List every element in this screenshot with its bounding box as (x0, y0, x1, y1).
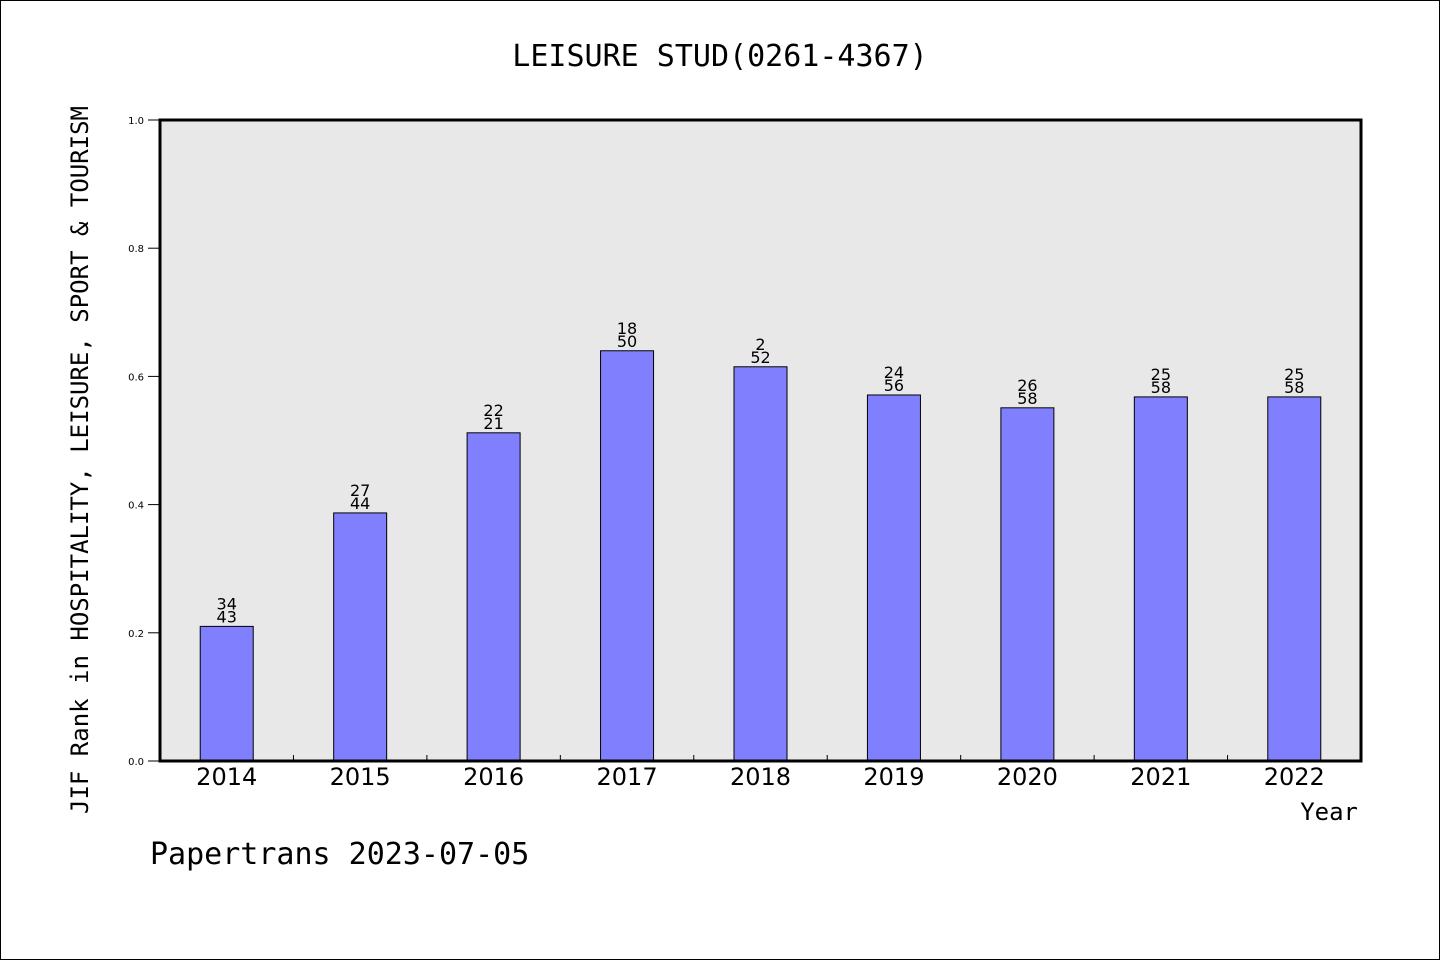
y-tick-label-0.8: 0.8 (128, 244, 144, 255)
y-axis-label: JIF Rank in HOSPITALITY, LEISURE, SPORT … (66, 106, 94, 814)
x-tick-label-2016: 2016 (463, 763, 524, 791)
x-tick-label-2018: 2018 (730, 763, 791, 791)
bar-2022 (1267, 396, 1322, 762)
x-tick-label-2014: 2014 (196, 763, 257, 791)
y-tick-label-0.4: 0.4 (128, 501, 144, 512)
x-tick-label-2021: 2021 (1130, 763, 1191, 791)
bar-2020 (1000, 407, 1055, 762)
x-tick-label-2020: 2020 (997, 763, 1058, 791)
bar-2019 (866, 394, 921, 762)
bar-label-bottom-2015: 44 (350, 494, 370, 513)
x-tick-label-2022: 2022 (1264, 763, 1325, 791)
bar-2018 (733, 366, 788, 762)
bar-2017 (600, 350, 655, 762)
x-tick-label-2015: 2015 (330, 763, 391, 791)
bars-group (199, 350, 1322, 762)
bar-label-top-2019: 24 (884, 363, 904, 382)
bar-label-bottom-2019: 56 (884, 376, 904, 395)
bar-label-top-2020: 26 (1017, 376, 1037, 395)
x-tick-label-2019: 2019 (863, 763, 924, 791)
bar-label-top-2018: 2 (755, 335, 765, 354)
bar-2016 (466, 432, 521, 762)
bar-label-bottom-2021: 58 (1151, 378, 1171, 397)
bar-label-bottom-2014: 43 (217, 607, 237, 626)
bar-label-bottom-2017: 50 (617, 332, 637, 351)
bar-2015 (333, 512, 388, 762)
bar-label-top-2015: 27 (350, 481, 370, 500)
plot-border (158, 118, 1363, 763)
bar-label-top-2016: 22 (483, 401, 503, 420)
y-tick-label-1.0: 1.0 (128, 116, 144, 127)
chart-title: LEISURE STUD(0261-4367) (512, 39, 927, 74)
y-axis: 0.0 0.2 0.4 0.6 0.8 1.0 (128, 116, 160, 768)
bar-2021 (1133, 396, 1188, 762)
footer-credit: Papertrans 2023-07-05 (150, 837, 529, 872)
bar-label-bottom-2022: 58 (1284, 378, 1304, 397)
y-tick-label-0.6: 0.6 (128, 372, 144, 383)
bar-label-top-2017: 18 (617, 319, 637, 338)
bar-label-top-2021: 25 (1151, 365, 1171, 384)
x-tick-label-2017: 2017 (597, 763, 658, 791)
bar-label-top-2014: 34 (217, 594, 237, 613)
bar-label-bottom-2018: 52 (750, 348, 770, 367)
y-tick-label-0.0: 0.0 (128, 757, 144, 768)
x-axis-label: Year (1300, 798, 1358, 826)
bar-label-top-2022: 25 (1284, 365, 1304, 384)
x-axis: 2014 2015 2016 2017 2018 2019 2020 2021 2022 (196, 755, 1325, 791)
y-tick-label-0.2: 0.2 (128, 629, 144, 640)
bar-2014 (199, 625, 254, 762)
bar-label-bottom-2020: 58 (1017, 389, 1037, 408)
bar-label-bottom-2016: 21 (483, 414, 503, 433)
